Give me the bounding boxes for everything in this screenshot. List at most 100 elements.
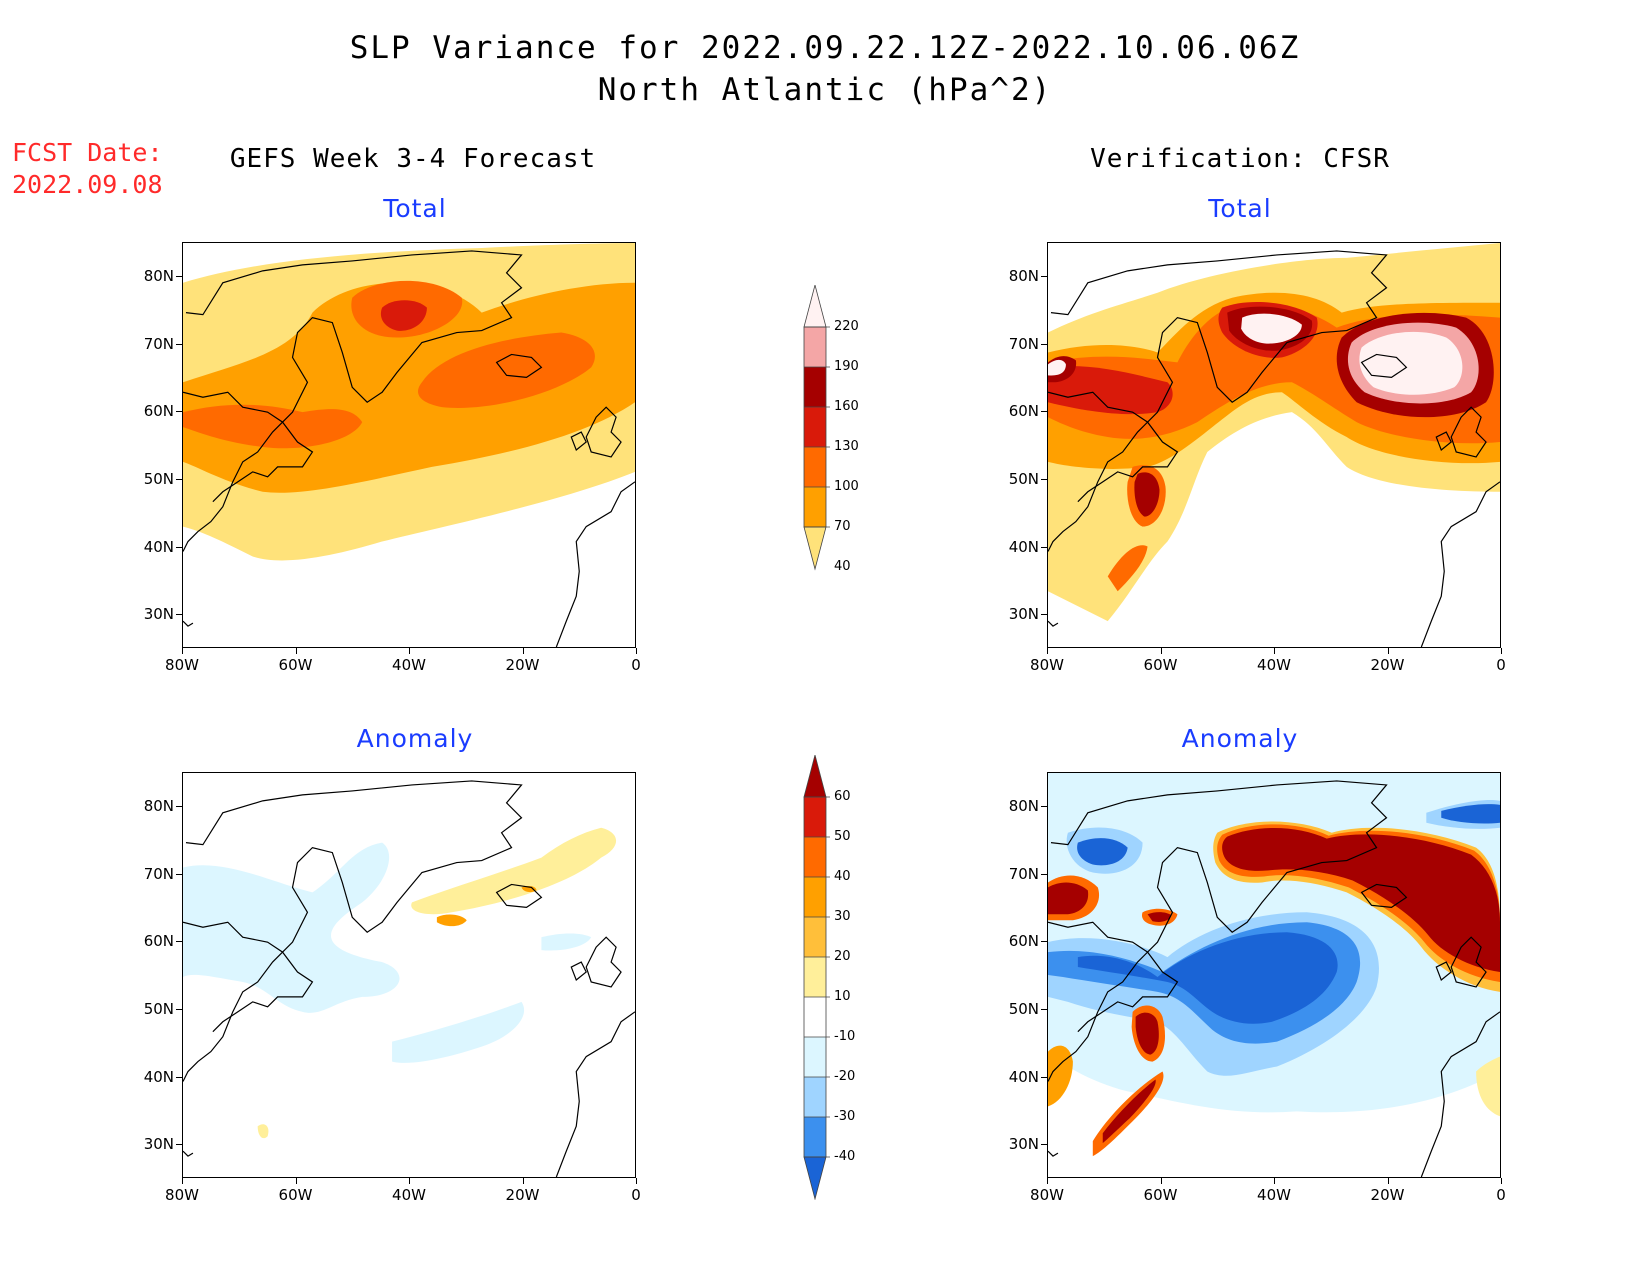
colorbar-outline: [803, 796, 827, 1158]
forecast-total-lat-label: 30N: [143, 605, 174, 624]
forecast-anomaly-map: [182, 772, 636, 1178]
verification-anomaly-lat-label: 60N: [1008, 932, 1039, 951]
right-column-title: Verification: CFSR: [1090, 144, 1390, 174]
verification-total-lon-tick: [1501, 648, 1502, 654]
verification-total-lat-tick: [1041, 614, 1047, 616]
verification-total-lat-label: 70N: [1008, 334, 1039, 353]
figure-title-line2: North Atlantic (hPa^2): [597, 72, 1053, 108]
verification-anomaly-lat-tick: [1041, 1144, 1047, 1146]
verification-total-lon-label: 20W: [1370, 656, 1405, 674]
forecast-total-lat-label: 80N: [143, 266, 174, 285]
forecast-total-lat-label: 60N: [143, 402, 174, 421]
verification-total-lon-label: 0: [1496, 656, 1506, 674]
colorbar-label: -40: [834, 1149, 856, 1164]
verification-total-lat-label: 50N: [1008, 469, 1039, 488]
verification-anomaly-lon-label: 80W: [1030, 1186, 1064, 1204]
colorbar-bottom-tip: [803, 526, 827, 571]
forecast-total-map: [182, 242, 636, 648]
colorbar-top-tip: [803, 755, 827, 798]
verification-total-lat-tick: [1041, 478, 1047, 480]
verification-anomaly-lon-tick: [1160, 1178, 1162, 1184]
forecast-total-lon-tick: [522, 648, 524, 654]
verification-total-lat-tick: [1041, 546, 1047, 548]
forecast-total-lon-tick: [295, 648, 297, 654]
forecast-total-lat-tick: [176, 546, 182, 548]
verification-total-lon-tick: [1047, 648, 1048, 654]
colorbar-segment: [804, 487, 826, 527]
colorbar-label: 40: [834, 559, 851, 574]
colorbar-label: 190: [834, 359, 859, 374]
forecast-anomaly-lon-label: 40W: [392, 1186, 426, 1204]
colorbar-segment: [804, 327, 826, 367]
forecast-total-lat-tick: [176, 478, 182, 480]
fcst-date-label: FCST Date:: [12, 138, 163, 167]
verification-total-lat-tick: [1041, 411, 1047, 413]
forecast-total-lat-tick: [176, 275, 182, 277]
verification-anomaly-lon-tick: [1387, 1178, 1389, 1184]
colorbar-segment: [804, 367, 826, 407]
forecast-total-lon-label: 80W: [165, 656, 199, 674]
figure-title-line1: SLP Variance for 2022.09.22.12Z-2022.10.…: [349, 30, 1301, 66]
colorbar-segment: [804, 997, 826, 1037]
verification-total-lon-label: 40W: [1257, 656, 1291, 674]
verification-anomaly-lat-label: 80N: [1008, 796, 1039, 815]
verification-anomaly-lon-label: 40W: [1257, 1186, 1291, 1204]
forecast-total-lat-label: 50N: [143, 469, 174, 488]
forecast-anomaly-lon-label: 0: [631, 1186, 641, 1204]
forecast-anomaly-lat-tick: [176, 1076, 182, 1078]
forecast-anomaly-lon-label: 20W: [505, 1186, 540, 1204]
colorbar-segment: [804, 797, 826, 837]
forecast-total-lat-label: 40N: [143, 537, 174, 556]
total-colorbar: [803, 285, 830, 571]
verification-anomaly-lat-label: 70N: [1008, 864, 1039, 883]
verification-anomaly-subtitle: Anomaly: [1181, 724, 1299, 753]
forecast-anomaly-lon-tick: [636, 1178, 637, 1184]
forecast-anomaly-lat-label: 80N: [143, 796, 174, 815]
verification-anomaly-lat-tick: [1041, 805, 1047, 807]
colorbar-segment: [804, 447, 826, 487]
forecast-anomaly-lat-label: 30N: [143, 1135, 174, 1154]
verification-total-lat-label: 60N: [1008, 402, 1039, 421]
verification-total-lat-label: 80N: [1008, 266, 1039, 285]
forecast-anomaly-lon-label: 60W: [278, 1186, 313, 1204]
colorbar-segment: [804, 877, 826, 917]
verification-total-lat-label: 30N: [1008, 605, 1039, 624]
verification-anomaly-lon-tick: [1047, 1178, 1048, 1184]
forecast-total-lon-label: 0: [631, 656, 641, 674]
colorbar-label: 220: [834, 319, 859, 334]
forecast-anomaly-lat-label: 50N: [143, 999, 174, 1018]
colorbar-label: 20: [834, 949, 851, 964]
left-column-title: GEFS Week 3-4 Forecast: [229, 144, 597, 174]
anomaly-colorbar: [803, 755, 830, 1200]
forecast-anomaly-lon-tick: [409, 1178, 410, 1184]
forecast-anomaly-lon-tick: [295, 1178, 297, 1184]
forecast-anomaly-lat-tick: [176, 1008, 182, 1010]
colorbar-segment: [804, 1037, 826, 1077]
verification-anomaly-lon-label: 60W: [1143, 1186, 1178, 1204]
forecast-total-lon-label: 20W: [505, 656, 540, 674]
verification-anomaly-lat-label: 40N: [1008, 1067, 1039, 1086]
colorbar-label: -10: [834, 1029, 856, 1044]
forecast-anomaly-lon-tick: [182, 1178, 183, 1184]
verification-anomaly-lat-tick: [1041, 941, 1047, 943]
colorbar-segment: [804, 837, 826, 877]
colorbar-label: 70: [834, 519, 851, 534]
colorbar-label: 60: [834, 789, 851, 804]
forecast-anomaly-lat-label: 70N: [143, 864, 174, 883]
colorbar-label: 30: [834, 909, 851, 924]
verification-anomaly-lon-tick: [1501, 1178, 1502, 1184]
forecast-anomaly-lon-label: 80W: [165, 1186, 199, 1204]
forecast-anomaly-subtitle: Anomaly: [356, 724, 474, 753]
verification-anomaly-lon-tick: [1274, 1178, 1275, 1184]
forecast-total-subtitle: Total: [383, 194, 447, 223]
verification-total-lon-tick: [1274, 648, 1275, 654]
colorbar-top-tip: [803, 285, 827, 328]
verification-total-map: [1047, 242, 1501, 648]
colorbar-segment: [804, 1117, 826, 1157]
colorbar-label: 50: [834, 829, 851, 844]
forecast-total-lat-label: 70N: [143, 334, 174, 353]
verification-total-lon-label: 60W: [1143, 656, 1178, 674]
colorbar-label: 130: [834, 439, 859, 454]
forecast-anomaly-lat-tick: [176, 805, 182, 807]
forecast-total-lon-label: 60W: [278, 656, 313, 674]
